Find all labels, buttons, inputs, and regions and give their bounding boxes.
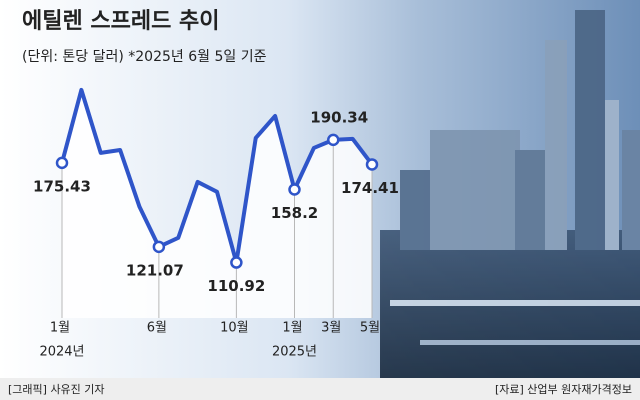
value-label: 174.41 (341, 179, 399, 197)
point (365, 158, 379, 171)
value-label: 190.34 (310, 108, 368, 126)
value-label: 121.07 (126, 261, 184, 279)
value-label: 158.2 (271, 204, 318, 222)
value-label: 110.92 (207, 277, 265, 295)
source: [자료] 산업부 원자재가격정보 (495, 383, 632, 396)
chart-subtitle: (단위: 톤당 달러) *2025년 6월 5일 기준 (22, 49, 267, 65)
plant-photo (380, 10, 640, 378)
x-tick-label: 1월 (282, 321, 302, 336)
year-label: 2025년 (272, 345, 317, 360)
x-tick-label: 10월 (220, 321, 249, 336)
point (230, 256, 243, 269)
x-tick-label: 3월 (321, 321, 341, 336)
footer-bar (0, 378, 640, 400)
chart-title: 에틸렌 스프레드 추이 (22, 9, 219, 34)
point (152, 240, 166, 254)
point (288, 183, 301, 196)
credit: [그래픽] 사유진 기자 (8, 383, 105, 396)
line (60, 87, 374, 265)
x-tick-label: 1월 (50, 321, 70, 336)
point (327, 133, 340, 147)
value-label: 175.43 (33, 177, 91, 195)
year-label: 2024년 (39, 345, 84, 360)
x-tick-label: 5월 (360, 321, 380, 336)
point (55, 156, 69, 170)
x-tick-label: 6월 (147, 321, 167, 336)
